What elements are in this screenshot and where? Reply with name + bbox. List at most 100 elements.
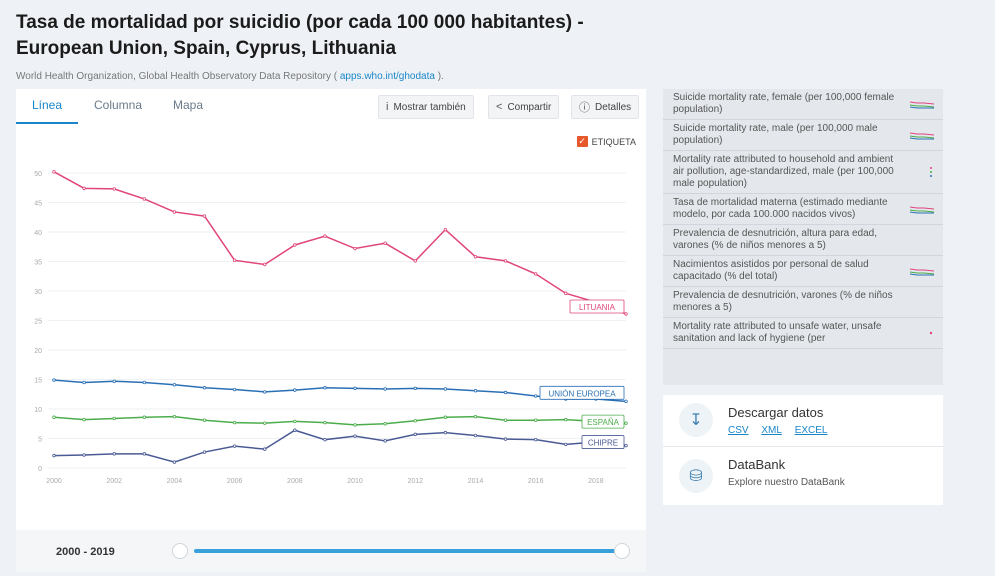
y-tick-label: 0 <box>38 466 42 473</box>
y-tick-label: 45 <box>34 201 42 208</box>
checkbox-checked-icon[interactable]: ✓ <box>576 136 588 147</box>
tab-columna[interactable]: Columna <box>94 98 143 112</box>
data-point <box>624 421 628 425</box>
data-point <box>82 186 86 191</box>
data-point <box>323 437 327 442</box>
related-indicator-item[interactable]: Prevalencia de desnutrición, altura para… <box>663 225 943 256</box>
data-point <box>112 452 116 456</box>
data-point <box>112 187 116 191</box>
year-slider-start-handle[interactable] <box>172 543 188 559</box>
related-indicator-item[interactable]: Suicide mortality rate, male (per 100,00… <box>663 120 943 151</box>
data-point <box>503 259 508 263</box>
label-toggle[interactable]: ✓ ETIQUETA <box>576 136 636 147</box>
data-point <box>383 439 387 443</box>
data-point <box>202 214 207 218</box>
related-indicator-label: Tasa de mortalidad materna (estimado med… <box>673 197 888 220</box>
related-indicator-item[interactable]: Nacimientos asistidos por personal de sa… <box>663 256 943 287</box>
year-slider-end-handle[interactable] <box>614 543 630 559</box>
download-icon: ↧ <box>679 403 713 437</box>
series-line <box>53 429 627 463</box>
data-point <box>353 423 357 427</box>
data-point <box>533 418 538 422</box>
source-prefix: World Health Organization, Global Health… <box>16 71 338 82</box>
download-csv-link[interactable]: CSV <box>728 425 749 436</box>
details-button[interactable]: ⓘ Detalles <box>571 95 640 119</box>
data-point <box>413 386 417 391</box>
data-point <box>323 420 327 425</box>
related-indicator-item[interactable]: Tasa de mortalidad materna (estimado med… <box>663 194 943 225</box>
data-point <box>533 272 538 276</box>
databank-title[interactable]: DataBank <box>728 457 786 472</box>
data-point <box>383 422 387 426</box>
data-point <box>383 241 387 245</box>
data-point <box>202 386 207 390</box>
download-panel: ↧ Descargar datos CSV XML EXCEL ⛁ DataBa… <box>663 395 943 505</box>
y-tick-label: 30 <box>34 289 42 296</box>
related-indicator-label: Suicide mortality rate, female (per 100,… <box>673 92 895 115</box>
data-point <box>52 453 56 458</box>
data-point <box>52 378 56 382</box>
data-point <box>293 243 297 247</box>
y-tick-label: 40 <box>34 230 42 237</box>
databank-row[interactable]: ⛁ DataBank Explore nuestro DataBank <box>663 451 943 501</box>
data-point <box>82 380 86 385</box>
data-point <box>142 415 147 419</box>
data-point <box>293 428 297 432</box>
details-label: Detalles <box>595 101 632 113</box>
download-data-row: ↧ Descargar datos CSV XML EXCEL <box>663 395 943 445</box>
x-tick-label: 2002 <box>106 478 122 485</box>
data-point <box>52 170 56 174</box>
dot-icon <box>929 331 933 335</box>
x-tick-label: 2000 <box>46 478 62 485</box>
data-point <box>413 259 417 263</box>
chart-panel: Línea Columna Mapa i Mostrar también < C… <box>16 89 646 571</box>
related-indicator-item[interactable]: Prevalencia de desnutrición, varones (% … <box>663 287 943 318</box>
tab-mapa[interactable]: Mapa <box>173 98 204 112</box>
data-point <box>112 379 116 383</box>
data-point <box>172 414 177 419</box>
sparkline-icon <box>909 206 935 214</box>
data-point <box>202 450 207 454</box>
data-point <box>293 388 297 392</box>
related-indicator-item[interactable]: Suicide mortality rate, female (per 100,… <box>663 89 943 120</box>
data-point <box>564 291 568 296</box>
data-point <box>202 418 207 422</box>
data-point <box>503 418 508 422</box>
related-indicator-item[interactable]: Mortality rate attributed to unsafe wate… <box>663 318 943 349</box>
show-also-button[interactable]: i Mostrar también <box>378 95 474 119</box>
year-range-bar: 2000 - 2019 <box>16 530 646 572</box>
x-tick-label: 2016 <box>528 478 544 485</box>
year-slider-track[interactable] <box>194 549 624 553</box>
info-icon: i <box>386 101 389 113</box>
related-indicator-label: Suicide mortality rate, male (per 100,00… <box>673 123 878 146</box>
year-range-label: 2000 - 2019 <box>56 546 115 558</box>
related-indicator-item[interactable]: Mortality rate attributed to household a… <box>663 151 943 194</box>
data-point <box>443 227 448 232</box>
y-tick-label: 5 <box>38 437 42 444</box>
y-tick-label: 20 <box>34 348 42 355</box>
share-button[interactable]: < Compartir <box>488 95 560 119</box>
download-excel-link[interactable]: EXCEL <box>794 425 828 436</box>
sparkline-icon <box>909 268 935 276</box>
data-point <box>413 419 417 423</box>
x-tick-label: 2012 <box>407 478 423 485</box>
series-line <box>53 171 627 315</box>
source-link[interactable]: apps.who.int/ghodata <box>339 71 435 82</box>
data-point <box>142 452 147 456</box>
data-point <box>112 416 116 421</box>
y-tick-label: 35 <box>34 260 42 267</box>
data-point <box>624 443 628 448</box>
data-point <box>564 417 568 422</box>
dots-icon <box>930 167 932 177</box>
data-point <box>82 417 86 422</box>
data-point <box>503 390 508 395</box>
data-point <box>172 383 177 387</box>
related-indicator-label: Prevalencia de desnutrición, altura para… <box>673 228 878 251</box>
download-xml-link[interactable]: XML <box>761 425 782 436</box>
database-icon: ⛁ <box>679 459 713 493</box>
data-point <box>443 415 448 419</box>
data-point <box>263 447 267 451</box>
source-suffix: ). <box>437 71 444 82</box>
data-point <box>533 394 538 398</box>
tab-linea[interactable]: Línea <box>32 98 63 112</box>
